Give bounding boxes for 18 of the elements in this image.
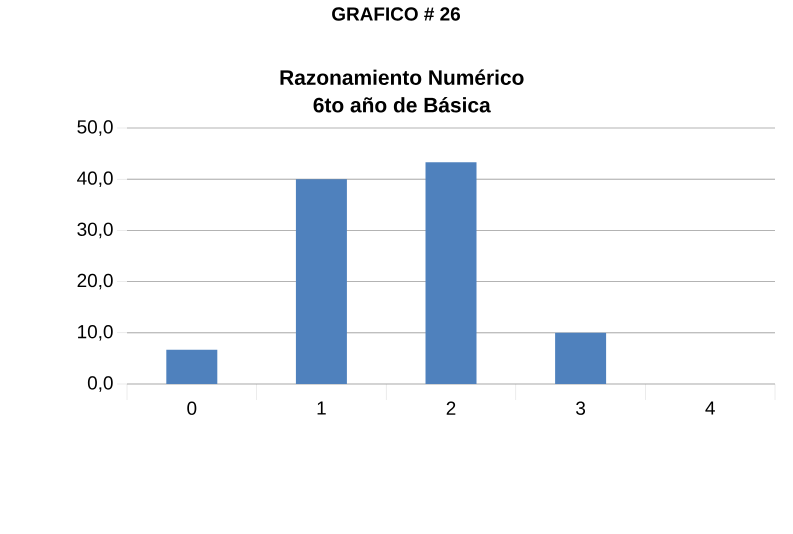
x-tick-label: 3 (576, 402, 586, 415)
y-tick-label: 30,0 (77, 222, 113, 238)
y-tick-label: 10,0 (78, 324, 113, 341)
y-tick-label: 20,0 (78, 274, 113, 290)
y-tick-label: 40,0 (77, 171, 113, 188)
x-tick-label: 0 (187, 402, 196, 415)
chart-subtitle: 6to año de Básica (314, 96, 491, 112)
x-tick-label: 4 (705, 402, 715, 415)
x-tick-label: 2 (446, 402, 456, 415)
y-tick-label: 50,0 (77, 120, 113, 136)
bar (166, 350, 218, 384)
bar (426, 162, 477, 384)
text: GRAFICO # 26 (332, 7, 460, 21)
x-tick-label: 1 (318, 402, 326, 415)
y-tick-label: 0,0 (88, 376, 113, 392)
bar (296, 179, 347, 384)
bar (555, 332, 606, 384)
chart-title: Razonamiento Numérico (280, 69, 524, 85)
